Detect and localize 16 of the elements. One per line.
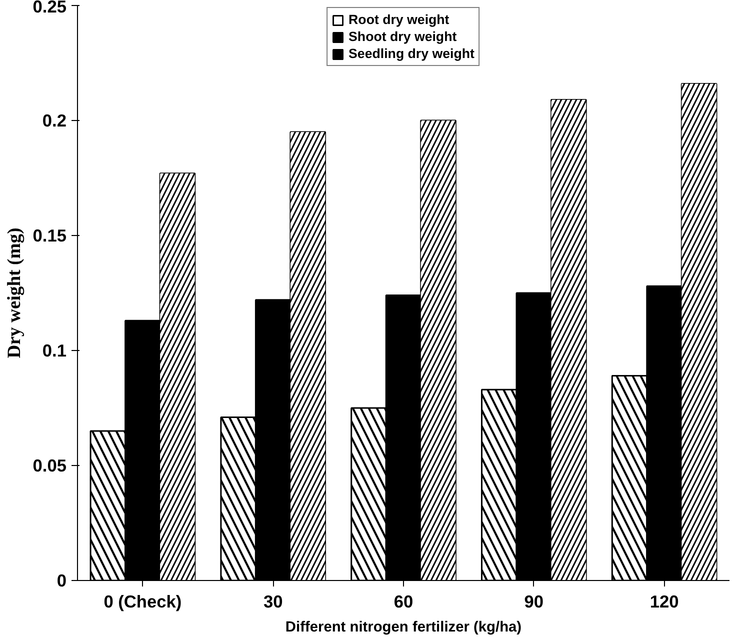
x-tick-label: 90 <box>524 592 544 612</box>
x-tick-label: 30 <box>263 592 283 612</box>
y-tick-label: 0.25 <box>32 0 67 16</box>
legend-label: Shoot dry weight <box>348 29 457 44</box>
x-tick-label: 120 <box>650 592 679 612</box>
legend-label: Root dry weight <box>348 12 450 27</box>
y-tick-label: 0.05 <box>32 456 67 476</box>
x-axis-title: Different nitrogen fertilizer (kg/ha) <box>285 620 522 636</box>
y-tick-label: 0 <box>56 570 67 590</box>
legend-label: Seedling dry weight <box>348 46 474 61</box>
x-tick-label: 60 <box>394 592 414 612</box>
x-tick-label: 0 (Check) <box>104 592 182 612</box>
y-tick-label: 0.1 <box>42 340 67 360</box>
y-tick-label: 0.15 <box>32 226 67 246</box>
y-axis-title: Dry weight (mg) <box>4 228 25 358</box>
y-tick-label: 0.2 <box>42 110 67 130</box>
